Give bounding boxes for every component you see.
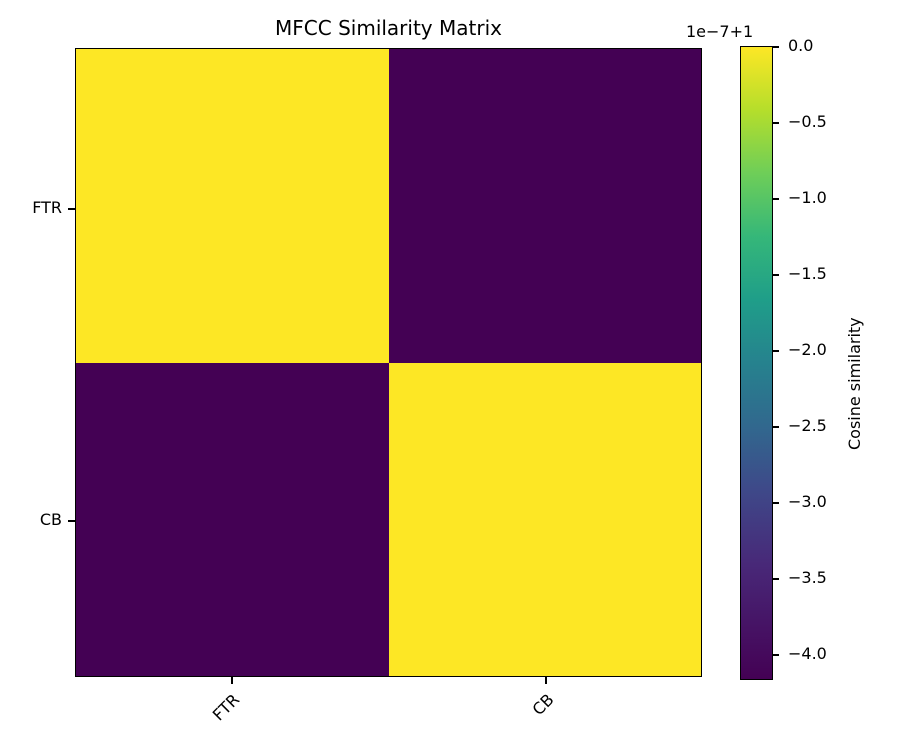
colorbar-tick bbox=[773, 578, 779, 580]
colorbar bbox=[740, 46, 773, 680]
y-tick-label-cb: CB bbox=[39, 510, 62, 529]
colorbar-tick-label: −0.5 bbox=[788, 112, 827, 131]
colorbar-offset-text: 1e−7+1 bbox=[686, 22, 754, 41]
colorbar-tick-label: −4.0 bbox=[788, 644, 827, 663]
colorbar-label: Cosine similarity bbox=[845, 317, 864, 450]
colorbar-tick-label: −1.0 bbox=[788, 188, 827, 207]
colorbar-tick-label: −2.5 bbox=[788, 416, 827, 435]
heatmap-cell-cb-ftr bbox=[76, 362, 389, 676]
colorbar-tick bbox=[773, 426, 779, 428]
colorbar-tick bbox=[773, 350, 779, 352]
y-tick bbox=[68, 520, 75, 522]
chart-title: MFCC Similarity Matrix bbox=[275, 16, 502, 40]
colorbar-tick-label: −3.5 bbox=[788, 568, 827, 587]
colorbar-tick bbox=[773, 654, 779, 656]
colorbar-tick bbox=[773, 198, 779, 200]
colorbar-tick bbox=[773, 46, 779, 48]
heatmap-cell-ftr-ftr bbox=[76, 49, 389, 363]
colorbar-tick bbox=[773, 274, 779, 276]
colorbar-tick-label: −1.5 bbox=[788, 264, 827, 283]
x-tick bbox=[231, 677, 233, 684]
x-tick-label-cb: CB bbox=[528, 690, 558, 720]
colorbar-tick bbox=[773, 122, 779, 124]
x-tick bbox=[545, 677, 547, 684]
heatmap-cell-ftr-cb bbox=[388, 49, 701, 363]
y-tick-label-ftr: FTR bbox=[32, 198, 62, 217]
colorbar-tick bbox=[773, 502, 779, 504]
heatmap-plot-area bbox=[75, 48, 702, 677]
x-tick-label-ftr: FTR bbox=[208, 690, 244, 725]
colorbar-tick-label: −3.0 bbox=[788, 492, 827, 511]
heatmap-cell-cb-cb bbox=[388, 362, 701, 676]
colorbar-tick-label: 0.0 bbox=[788, 36, 814, 55]
y-tick bbox=[68, 208, 75, 210]
colorbar-tick-label: −2.0 bbox=[788, 340, 827, 359]
